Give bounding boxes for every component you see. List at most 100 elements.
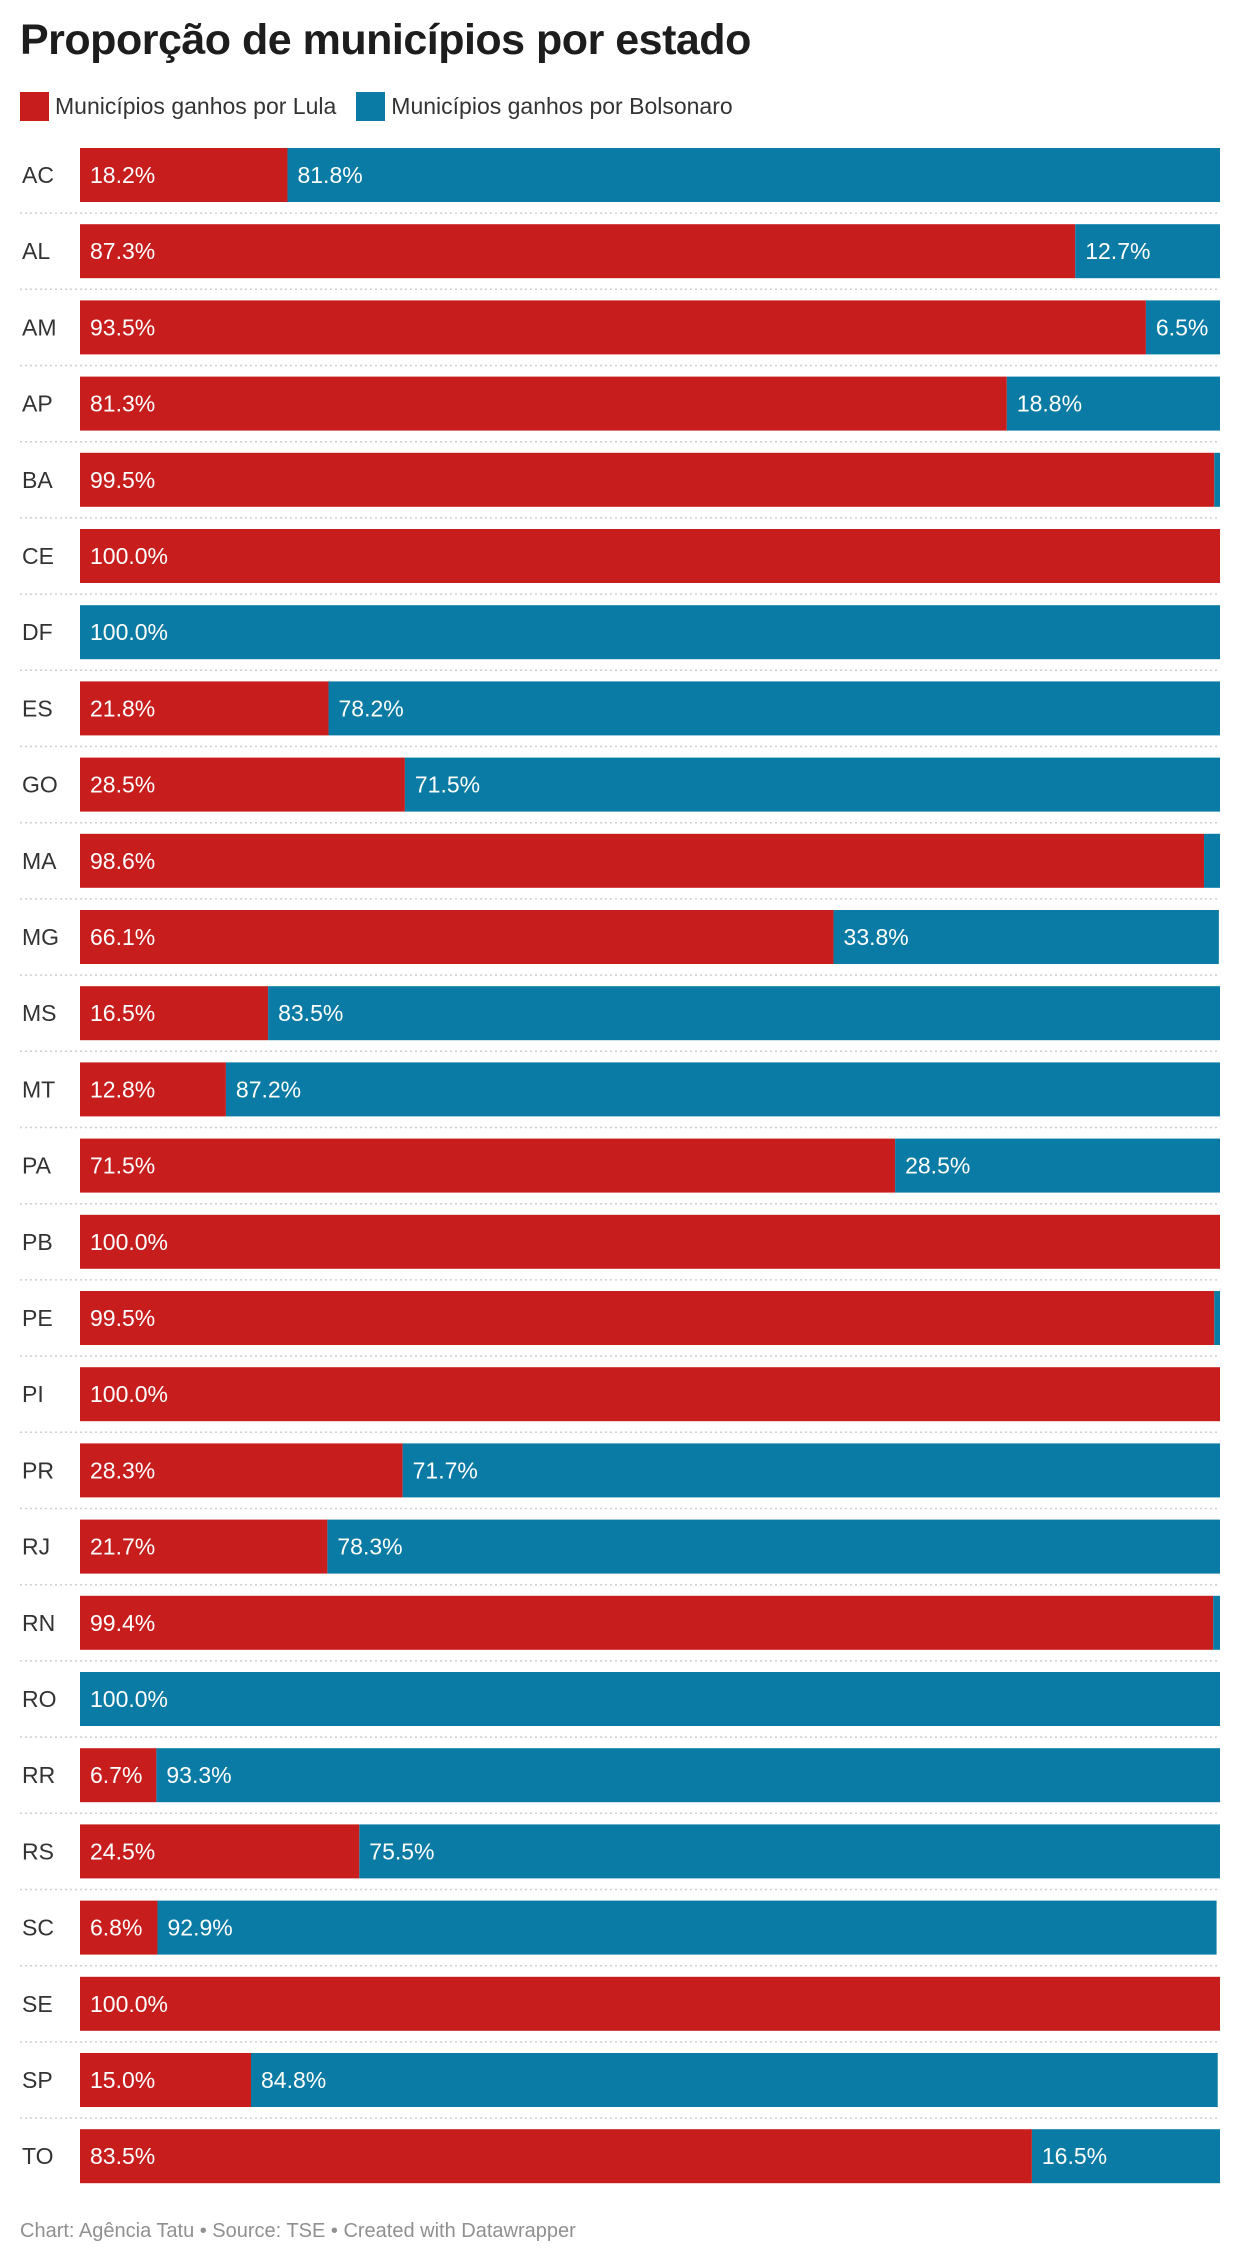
data-label-lula-mg: 66.1% [90,924,155,950]
category-label-se: SE [22,1991,53,2017]
bar-bolsonaro-go [404,757,1220,812]
category-label-mg: MG [22,924,59,950]
data-label-lula-mt: 12.8% [90,1076,155,1102]
bar-lula-se [80,1976,1220,2031]
bar-bolsonaro-ma [1204,833,1220,888]
data-label-lula-to: 83.5% [90,2143,155,2169]
legend-swatch-bolsonaro [356,92,386,121]
category-label-rr: RR [22,1762,55,1788]
category-label-pb: PB [22,1229,53,1255]
bar-bolsonaro-rj [327,1519,1220,1574]
category-label-rj: RJ [22,1534,50,1560]
data-label-bolsonaro-sp: 84.8% [261,2067,326,2093]
data-label-lula-sp: 15.0% [90,2067,155,2093]
legend-item-bolsonaro: Municípios ganhos por Bolsonaro [356,92,733,121]
bar-lula-ma [80,833,1205,888]
category-label-ce: CE [22,543,54,569]
bar-lula-rs [80,1824,360,1879]
data-label-bolsonaro-ro: 100.0% [90,1686,168,1712]
data-label-bolsonaro-rr: 93.3% [166,1762,231,1788]
category-label-pr: PR [22,1457,54,1483]
chart-title: Proporção de municípios por estado [20,16,751,64]
bar-lula-sc [80,1900,158,1955]
bar-bolsonaro-df [80,605,1220,660]
category-label-go: GO [22,772,58,798]
data-label-bolsonaro-mg: 33.8% [844,924,909,950]
bar-bolsonaro-sc [157,1900,1217,1955]
data-label-lula-se: 100.0% [90,1991,168,2017]
data-label-bolsonaro-go: 71.5% [415,772,480,798]
category-label-rs: RS [22,1838,54,1864]
bar-bolsonaro-mg [833,910,1219,964]
data-label-lula-ce: 100.0% [90,543,168,569]
data-label-bolsonaro-ap: 18.8% [1017,391,1082,417]
category-label-df: DF [22,619,53,645]
bar-bolsonaro-to [1031,2129,1220,2184]
bar-bolsonaro-ba [1214,452,1220,507]
legend-item-lula: Municípios ganhos por Lula [20,92,336,121]
bar-bolsonaro-rs [359,1824,1220,1879]
data-label-lula-pe: 99.5% [90,1305,155,1331]
data-label-lula-ac: 18.2% [90,162,155,188]
bar-lula-ac [80,148,288,202]
data-label-bolsonaro-rs: 75.5% [369,1838,434,1864]
data-label-lula-ms: 16.5% [90,1000,155,1026]
bar-lula-pb [80,1214,1220,1269]
bar-lula-pi [80,1367,1220,1422]
bar-lula-es [80,681,329,736]
bar-bolsonaro-ro [80,1672,1220,1726]
bar-lula-rr [80,1748,157,1803]
data-label-bolsonaro-pr: 71.7% [413,1457,478,1483]
data-label-bolsonaro-ms: 83.5% [278,1000,343,1026]
legend-label-bolsonaro: Municípios ganhos por Bolsonaro [391,93,733,119]
bar-lula-sp [80,2053,251,2107]
data-label-lula-rj: 21.7% [90,1534,155,1560]
category-label-mt: MT [22,1076,55,1102]
bar-lula-to [80,2129,1032,2184]
legend-label-lula: Municípios ganhos por Lula [55,93,337,119]
category-label-pa: PA [22,1153,52,1179]
data-label-lula-ma: 98.6% [90,848,155,874]
bar-lula-ap [80,376,1007,431]
bar-bolsonaro-rn [1213,1595,1220,1650]
data-label-bolsonaro-am: 6.5% [1156,314,1208,340]
data-label-bolsonaro-sc: 92.9% [168,1915,233,1941]
bar-lula-al [80,224,1076,279]
bar-bolsonaro-ap [1006,376,1220,431]
data-label-lula-rs: 24.5% [90,1838,155,1864]
data-label-bolsonaro-to: 16.5% [1042,2143,1107,2169]
category-label-to: TO [22,2143,54,2169]
bar-bolsonaro-sp [251,2053,1218,2107]
data-label-lula-rr: 6.7% [90,1762,142,1788]
category-label-ac: AC [22,162,54,188]
category-label-ap: AP [22,391,53,417]
bar-lula-pr [80,1443,403,1498]
data-label-bolsonaro-es: 78.2% [339,695,404,721]
bar-bolsonaro-al [1075,224,1220,279]
data-label-bolsonaro-ac: 81.8% [297,162,362,188]
category-label-sc: SC [22,1915,54,1941]
data-label-lula-sc: 6.8% [90,1915,142,1941]
bar-bolsonaro-ac [287,148,1221,202]
bar-bolsonaro-pa [895,1138,1220,1193]
bar-bolsonaro-mt [225,1062,1221,1117]
bar-lula-am [80,300,1146,355]
bar-lula-rn [80,1595,1214,1650]
category-label-al: AL [22,238,50,264]
data-label-lula-ap: 81.3% [90,391,155,417]
bar-bolsonaro-rr [156,1748,1220,1803]
data-label-lula-pr: 28.3% [90,1457,155,1483]
data-label-lula-pi: 100.0% [90,1381,168,1407]
bar-lula-mt [80,1062,226,1117]
bar-bolsonaro-ms [268,986,1221,1041]
bar-lula-rj [80,1519,328,1574]
bar-lula-ms [80,986,269,1041]
bar-bolsonaro-es [328,681,1220,736]
bar-lula-pe [80,1291,1215,1345]
data-label-lula-al: 87.3% [90,238,155,264]
bar-bolsonaro-am [1145,300,1220,355]
bar-lula-ba [80,452,1215,507]
category-label-es: ES [22,695,53,721]
data-label-bolsonaro-rj: 78.3% [337,1534,402,1560]
data-label-lula-ba: 99.5% [90,467,155,493]
